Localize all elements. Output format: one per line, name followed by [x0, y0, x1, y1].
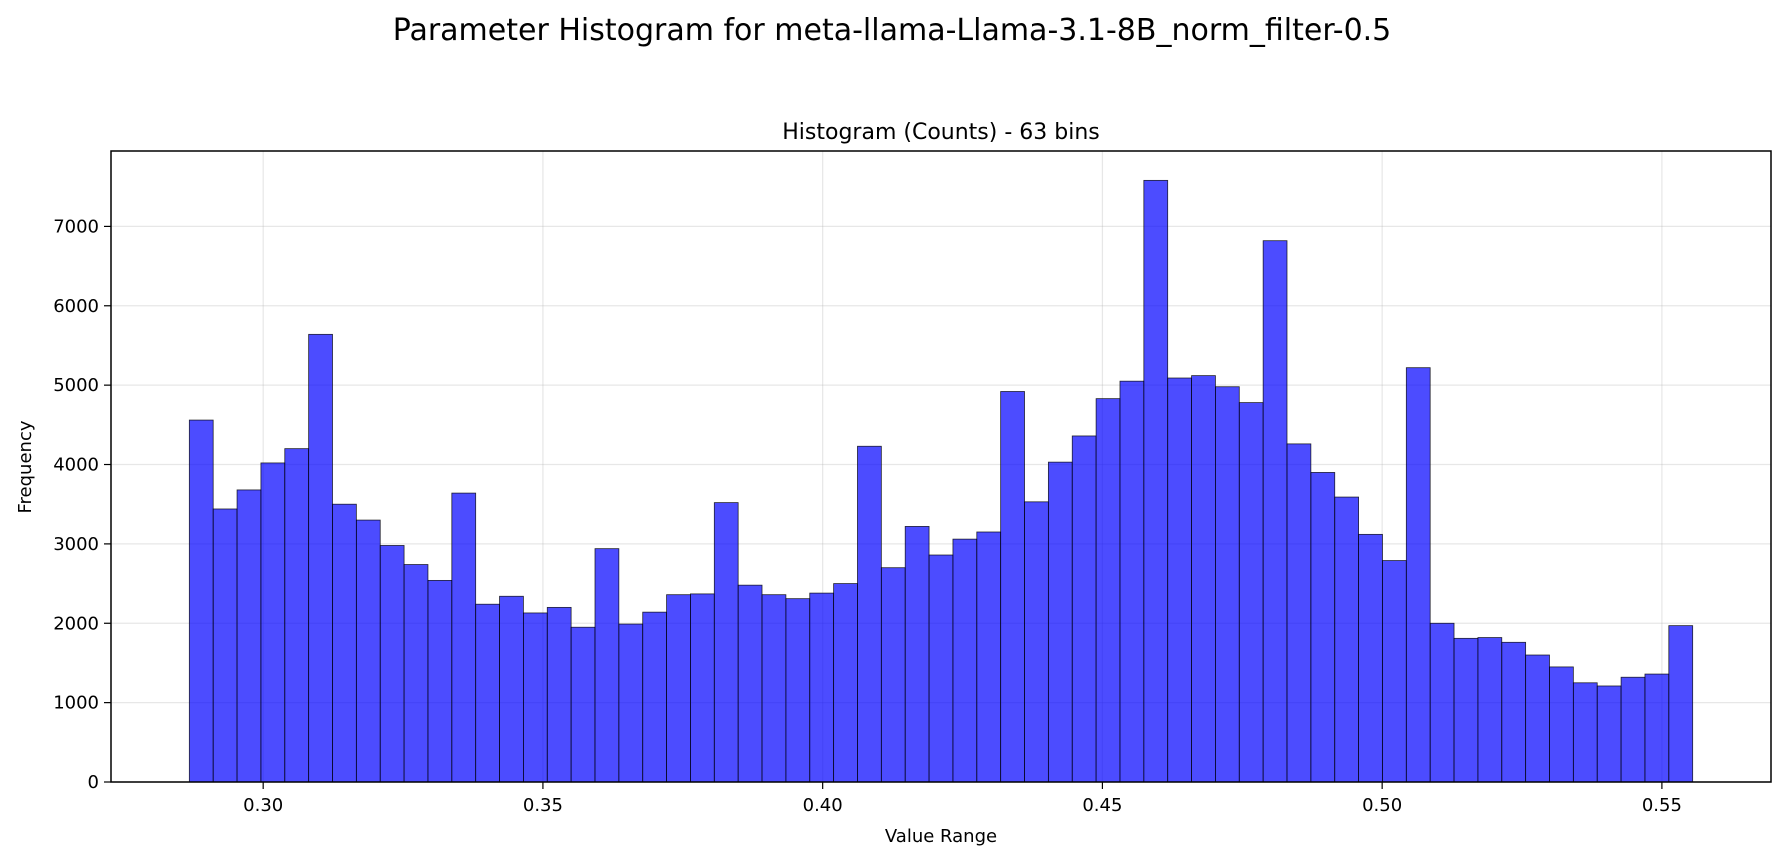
histogram-bar [833, 583, 858, 783]
histogram-bar [1143, 179, 1169, 783]
histogram-bar [690, 593, 715, 783]
y-tick-label: 6000 [53, 296, 99, 317]
histogram-bar [475, 603, 500, 783]
histogram-bar [976, 531, 1002, 783]
x-axis-label: Value Range [885, 826, 997, 847]
x-tick-label: 0.30 [243, 795, 283, 816]
histogram-bar [236, 489, 262, 783]
x-tick-label: 0.35 [523, 795, 563, 816]
histogram-bar [355, 519, 381, 783]
histogram-bar [809, 592, 835, 783]
y-tick-label: 2000 [53, 613, 99, 634]
histogram-bar [570, 626, 596, 783]
x-tick-label: 0.55 [1642, 795, 1682, 816]
histogram-bar [1310, 472, 1336, 783]
y-tick-label: 1000 [53, 693, 99, 714]
histogram-bar [188, 419, 214, 783]
histogram-bar [1167, 377, 1192, 783]
histogram-bar [1191, 375, 1216, 783]
histogram-bar [594, 548, 620, 783]
histogram-bar [1644, 673, 1670, 783]
histogram-bar [379, 545, 405, 783]
histogram-bars [188, 179, 1694, 783]
histogram-bar [1358, 533, 1383, 783]
histogram-bar [1620, 676, 1646, 783]
histogram-bar [785, 598, 811, 783]
histogram-bar [761, 594, 787, 783]
histogram-bar [737, 584, 763, 783]
histogram-bar [1215, 386, 1240, 783]
histogram-bar [1549, 666, 1574, 783]
histogram-bar [1119, 380, 1145, 783]
y-tick-label: 7000 [53, 216, 99, 237]
histogram-bar [1572, 682, 1598, 783]
histogram-bar [928, 554, 954, 783]
histogram-bar [1071, 435, 1097, 783]
histogram-bar [260, 462, 286, 783]
histogram-bar [857, 445, 882, 783]
chart-title: Histogram (Counts) - 63 bins [782, 120, 1099, 145]
histogram-bar [904, 526, 930, 783]
histogram-bar [1453, 637, 1479, 783]
histogram-bar [403, 564, 429, 783]
histogram-bar [880, 567, 906, 783]
histogram-bar [284, 448, 310, 783]
histogram-bar [427, 579, 453, 783]
histogram-bar [1501, 641, 1527, 783]
y-tick-label: 3000 [53, 534, 99, 555]
histogram-bar [546, 606, 572, 783]
histogram-bar [1238, 402, 1264, 783]
histogram-bar [1382, 560, 1407, 783]
plot-area-frame [110, 150, 1772, 783]
histogram-bar [212, 508, 238, 783]
y-tick-label: 5000 [53, 375, 99, 396]
histogram-bar [1596, 685, 1622, 783]
histogram-bar [1477, 637, 1503, 783]
histogram-bar [713, 502, 739, 783]
y-axis-label: Frequency [15, 420, 36, 513]
histogram-bar [1668, 625, 1694, 783]
histogram-bar [451, 492, 477, 783]
histogram-bar [1047, 461, 1073, 783]
histogram-bar [1024, 501, 1049, 783]
histogram-bar [1525, 654, 1550, 783]
x-tick-label: 0.50 [1362, 795, 1402, 816]
histogram-bar [1286, 443, 1312, 783]
histogram-bar [666, 594, 691, 783]
histogram-bar [1000, 391, 1025, 783]
histogram-bar [332, 503, 357, 783]
axis-ticks: 0.30 0.35 0.40 0.45 0.50 0.55 0 1000 2000 3000 400… [53, 216, 1682, 816]
histogram-bar [1334, 496, 1359, 783]
histogram-bar [1405, 367, 1431, 783]
y-tick-label: 0 [88, 772, 99, 793]
histogram-bar [618, 623, 644, 783]
histogram-bar [1429, 622, 1455, 783]
histogram-bar [952, 538, 978, 783]
histogram-bar [1095, 398, 1121, 783]
histogram-bar [308, 333, 333, 783]
figure-suptitle: Parameter Histogram for meta-llama-Llama… [393, 13, 1392, 48]
x-tick-label: 0.45 [1082, 795, 1122, 816]
histogram-bar [523, 612, 548, 783]
histogram-bar [499, 595, 524, 783]
y-tick-label: 4000 [53, 455, 99, 476]
histogram-bar [642, 611, 667, 783]
histogram-bar [1262, 240, 1288, 783]
x-tick-label: 0.40 [803, 795, 843, 816]
